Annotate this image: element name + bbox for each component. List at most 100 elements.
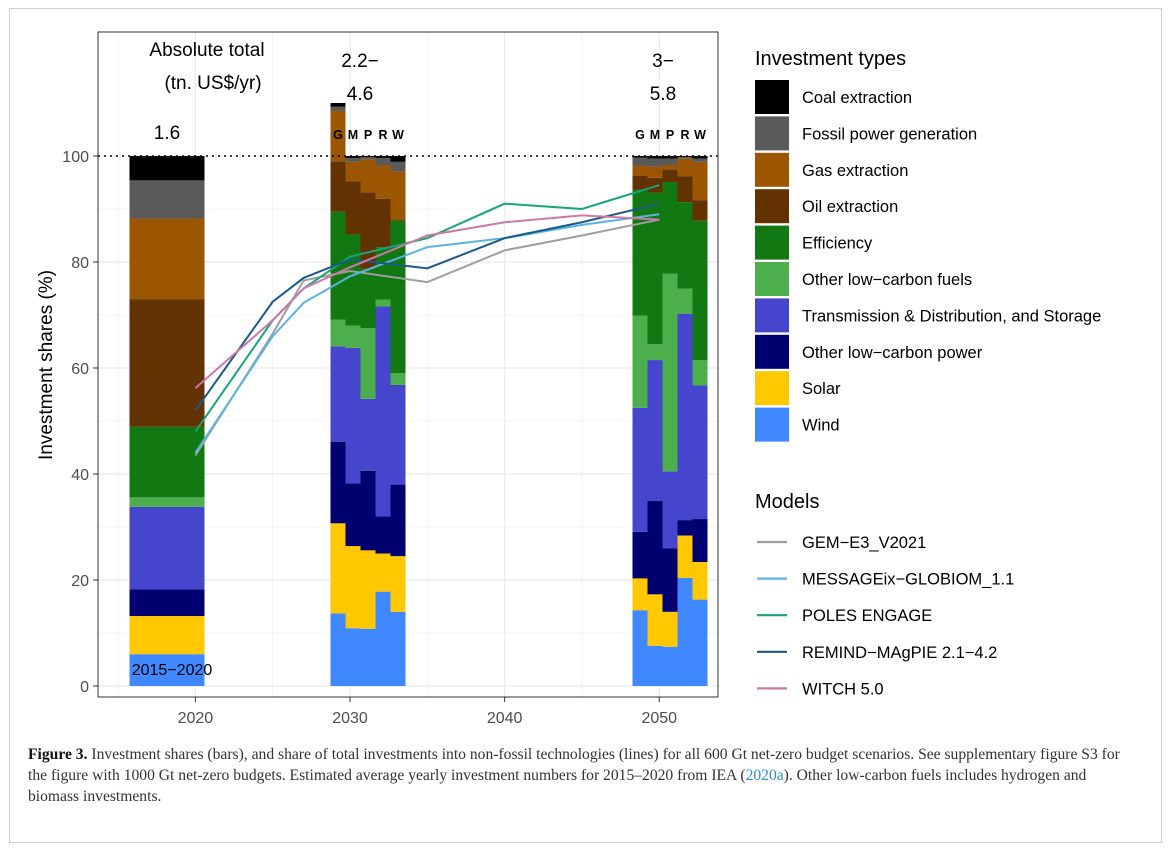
legend-label: POLES ENGAGE: [802, 607, 932, 625]
historic-label: 2015−2020: [132, 662, 213, 679]
legend-label: Other low−carbon power: [802, 344, 983, 362]
model-letter: M: [348, 128, 358, 142]
bar-segment: [345, 483, 361, 547]
caption-text-1: Investment shares (bars), and share of t…: [28, 746, 1120, 784]
legend-label: Oil extraction: [802, 198, 898, 216]
bar-segment: [662, 548, 678, 612]
bar-segment: [375, 516, 391, 554]
figure-border: [9, 8, 1162, 843]
types-legend-title: Investment types: [755, 48, 906, 70]
legend-label: Coal extraction: [802, 89, 912, 107]
models-legend: GEM−E3_V2021 MESSAGEix−GLOBIOM_1.1 POLES E…: [757, 534, 1014, 698]
bar-segment: [632, 165, 648, 176]
bar-segment: [375, 158, 391, 166]
bar-segment: [360, 550, 376, 629]
y-tick-label: 40: [71, 467, 89, 484]
caption-label: Figure 3.: [28, 746, 88, 763]
bar-segment: [375, 247, 391, 300]
bar-segment: [677, 520, 693, 536]
bar-segment: [375, 165, 391, 199]
bar-segment: [692, 220, 708, 361]
bar-segment: [375, 306, 391, 517]
model-letter: R: [680, 128, 689, 142]
model-lines: [194, 184, 660, 456]
bar-segment: [647, 594, 663, 646]
legend-label: Fossil power generation: [802, 125, 977, 143]
bar-segment: [375, 156, 391, 159]
legend-label: Efficiency: [802, 235, 873, 253]
bar-segment: [632, 578, 648, 611]
bar-segment: [390, 384, 406, 485]
bar-segment: [662, 273, 678, 472]
series-line: [194, 213, 660, 454]
bar-segment: [330, 106, 346, 111]
y-tick-label: 0: [80, 679, 89, 696]
total-2050-a: 3−: [652, 51, 674, 72]
caption-text-2: ). Other low-carbon fuels includes hydro…: [28, 767, 1087, 805]
bar-segment: [632, 407, 648, 532]
bar-segment: [647, 192, 663, 345]
bar-segment: [330, 613, 346, 686]
bar-segment: [129, 654, 205, 686]
model-letter: G: [635, 128, 645, 142]
bar-segment: [390, 611, 406, 686]
bar-segment: [360, 398, 376, 471]
legend-swatch: [755, 298, 789, 333]
bar-segment: [662, 158, 678, 166]
legend-label: Other low−carbon fuels: [802, 271, 972, 289]
bar-segment: [330, 103, 346, 107]
bar-segment: [692, 385, 708, 520]
bar-segment: [692, 158, 708, 162]
bar-segment: [647, 344, 663, 361]
bar-segment: [662, 156, 678, 159]
caption-reference-link[interactable]: 2020a: [745, 767, 784, 784]
bar-segment: [129, 497, 205, 507]
legend-swatch: [755, 407, 789, 442]
bar-segment: [129, 506, 205, 590]
bar-segment: [345, 628, 361, 686]
bar-segment: [677, 202, 693, 289]
series-line: [194, 202, 660, 411]
bar-segment: [360, 157, 376, 160]
bar-segment: [330, 441, 346, 524]
model-letter: W: [694, 128, 706, 142]
total-2030-b: 4.6: [347, 84, 373, 105]
bar-segment: [375, 591, 391, 686]
bar-segment: [345, 181, 361, 235]
legend-swatch: [755, 189, 789, 224]
legend-swatch: [755, 334, 789, 369]
bar-segment: [647, 501, 663, 595]
bar-segment: [692, 200, 708, 221]
legend-label: Gas extraction: [802, 162, 908, 180]
legend-label: WITCH 5.0: [802, 680, 884, 698]
x-tick-label: 2050: [641, 710, 677, 727]
bar-segment: [692, 161, 708, 201]
bar-segment: [692, 519, 708, 562]
y-tick-label: 100: [62, 149, 89, 166]
y-tick-label: 60: [71, 361, 89, 378]
bar-segment: [662, 181, 678, 274]
ylabel: Investment shares (%): [36, 270, 57, 460]
bar-segment: [129, 589, 205, 617]
bar-segment: [632, 175, 648, 190]
bar-segment: [647, 156, 663, 159]
bar-segment: [647, 177, 663, 193]
bar-segment: [677, 535, 693, 578]
bar-segment: [330, 319, 346, 347]
legend-label: REMIND−MAgPIE 2.1−4.2: [802, 644, 997, 662]
bar-segment: [662, 471, 678, 549]
bar-segment: [677, 157, 693, 159]
bar-segment: [390, 219, 406, 221]
bar-segment: [330, 161, 346, 212]
x-tick-label: 2040: [487, 710, 523, 727]
bar-segment: [129, 299, 205, 427]
bar-segment: [375, 299, 391, 307]
bar-segment: [647, 645, 663, 686]
bar-segment: [662, 646, 678, 686]
bar-segment: [662, 169, 678, 182]
legend-label: Wind: [802, 417, 840, 435]
legend-label: MESSAGEix−GLOBIOM_1.1: [802, 571, 1014, 589]
legend-swatch: [755, 225, 789, 260]
bar-segment: [360, 268, 376, 329]
